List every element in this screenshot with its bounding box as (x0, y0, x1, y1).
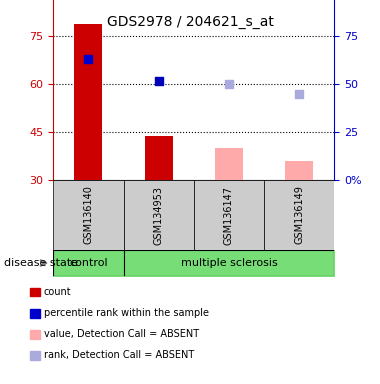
Text: value, Detection Call = ABSENT: value, Detection Call = ABSENT (44, 329, 199, 339)
Text: disease state: disease state (4, 258, 78, 268)
Text: multiple sclerosis: multiple sclerosis (180, 258, 277, 268)
Bar (30, 288, 40, 296)
Point (155, 78, 162, 84)
Point (226, 81, 232, 88)
FancyBboxPatch shape (264, 180, 334, 250)
Bar (30, 351, 40, 360)
Bar (30, 330, 40, 339)
Text: GSM134953: GSM134953 (154, 185, 164, 245)
Text: GSM136147: GSM136147 (224, 185, 234, 245)
Text: rank, Detection Call = ABSENT: rank, Detection Call = ABSENT (44, 350, 194, 360)
Point (85, 56, 91, 62)
Point (296, 91, 302, 97)
Text: GDS2978 / 204621_s_at: GDS2978 / 204621_s_at (106, 15, 274, 29)
FancyBboxPatch shape (53, 180, 124, 250)
Text: GSM136140: GSM136140 (83, 185, 93, 245)
FancyBboxPatch shape (194, 180, 264, 250)
Text: count: count (44, 287, 71, 297)
Bar (144, 136, 173, 180)
Bar (30, 309, 40, 318)
Bar (215, 149, 243, 180)
Text: percentile rank within the sample: percentile rank within the sample (44, 308, 209, 318)
Bar (285, 161, 313, 180)
Text: GSM136149: GSM136149 (294, 185, 304, 245)
Bar (74, 24, 102, 180)
FancyBboxPatch shape (124, 180, 194, 250)
Text: control: control (69, 258, 108, 268)
